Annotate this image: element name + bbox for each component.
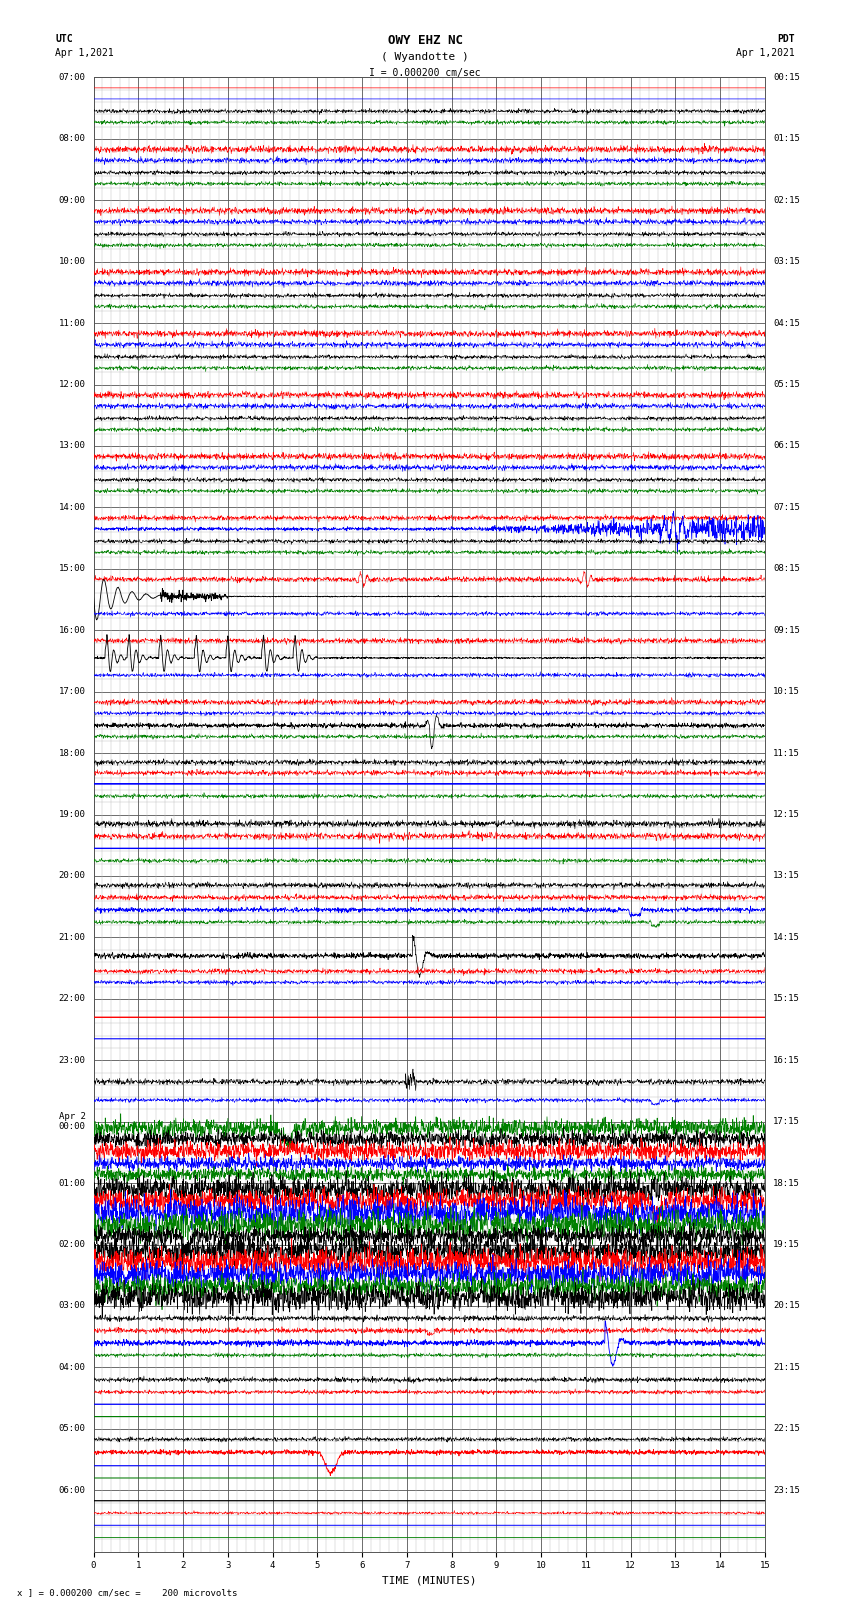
Text: 15:00: 15:00	[59, 565, 86, 573]
X-axis label: TIME (MINUTES): TIME (MINUTES)	[382, 1576, 477, 1586]
Text: 00:15: 00:15	[773, 73, 800, 82]
Text: 09:15: 09:15	[773, 626, 800, 636]
Text: 12:15: 12:15	[773, 810, 800, 819]
Text: 20:15: 20:15	[773, 1302, 800, 1310]
Text: 19:15: 19:15	[773, 1240, 800, 1248]
Text: 14:15: 14:15	[773, 932, 800, 942]
Text: 08:00: 08:00	[59, 134, 86, 144]
Text: 17:00: 17:00	[59, 687, 86, 697]
Text: 13:15: 13:15	[773, 871, 800, 881]
Text: 02:15: 02:15	[773, 195, 800, 205]
Text: 21:00: 21:00	[59, 932, 86, 942]
Text: 17:15: 17:15	[773, 1118, 800, 1126]
Text: 12:00: 12:00	[59, 381, 86, 389]
Text: 07:15: 07:15	[773, 503, 800, 511]
Text: 10:15: 10:15	[773, 687, 800, 697]
Text: I = 0.000200 cm/sec: I = 0.000200 cm/sec	[369, 68, 481, 77]
Text: Apr 1,2021: Apr 1,2021	[736, 48, 795, 58]
Text: 16:00: 16:00	[59, 626, 86, 636]
Text: 03:00: 03:00	[59, 1302, 86, 1310]
Text: 20:00: 20:00	[59, 871, 86, 881]
Text: 08:15: 08:15	[773, 565, 800, 573]
Text: 01:15: 01:15	[773, 134, 800, 144]
Text: 11:00: 11:00	[59, 319, 86, 327]
Text: 19:00: 19:00	[59, 810, 86, 819]
Text: Apr 2
00:00: Apr 2 00:00	[59, 1111, 86, 1131]
Text: 02:00: 02:00	[59, 1240, 86, 1248]
Text: x ] = 0.000200 cm/sec =    200 microvolts: x ] = 0.000200 cm/sec = 200 microvolts	[17, 1587, 237, 1597]
Text: 01:00: 01:00	[59, 1179, 86, 1187]
Text: 04:00: 04:00	[59, 1363, 86, 1373]
Text: 23:15: 23:15	[773, 1486, 800, 1495]
Text: 21:15: 21:15	[773, 1363, 800, 1373]
Text: 16:15: 16:15	[773, 1057, 800, 1065]
Text: 06:15: 06:15	[773, 442, 800, 450]
Text: 22:00: 22:00	[59, 994, 86, 1003]
Text: Apr 1,2021: Apr 1,2021	[55, 48, 114, 58]
Text: 18:00: 18:00	[59, 748, 86, 758]
Text: 10:00: 10:00	[59, 256, 86, 266]
Text: UTC: UTC	[55, 34, 73, 44]
Text: 22:15: 22:15	[773, 1424, 800, 1434]
Text: 06:00: 06:00	[59, 1486, 86, 1495]
Text: 05:15: 05:15	[773, 381, 800, 389]
Text: ( Wyandotte ): ( Wyandotte )	[381, 52, 469, 61]
Text: 23:00: 23:00	[59, 1057, 86, 1065]
Text: 03:15: 03:15	[773, 256, 800, 266]
Text: 05:00: 05:00	[59, 1424, 86, 1434]
Text: 04:15: 04:15	[773, 319, 800, 327]
Text: 09:00: 09:00	[59, 195, 86, 205]
Text: PDT: PDT	[777, 34, 795, 44]
Text: 15:15: 15:15	[773, 994, 800, 1003]
Text: 14:00: 14:00	[59, 503, 86, 511]
Text: OWY EHZ NC: OWY EHZ NC	[388, 34, 462, 47]
Text: 18:15: 18:15	[773, 1179, 800, 1187]
Text: 13:00: 13:00	[59, 442, 86, 450]
Text: 11:15: 11:15	[773, 748, 800, 758]
Text: 07:00: 07:00	[59, 73, 86, 82]
